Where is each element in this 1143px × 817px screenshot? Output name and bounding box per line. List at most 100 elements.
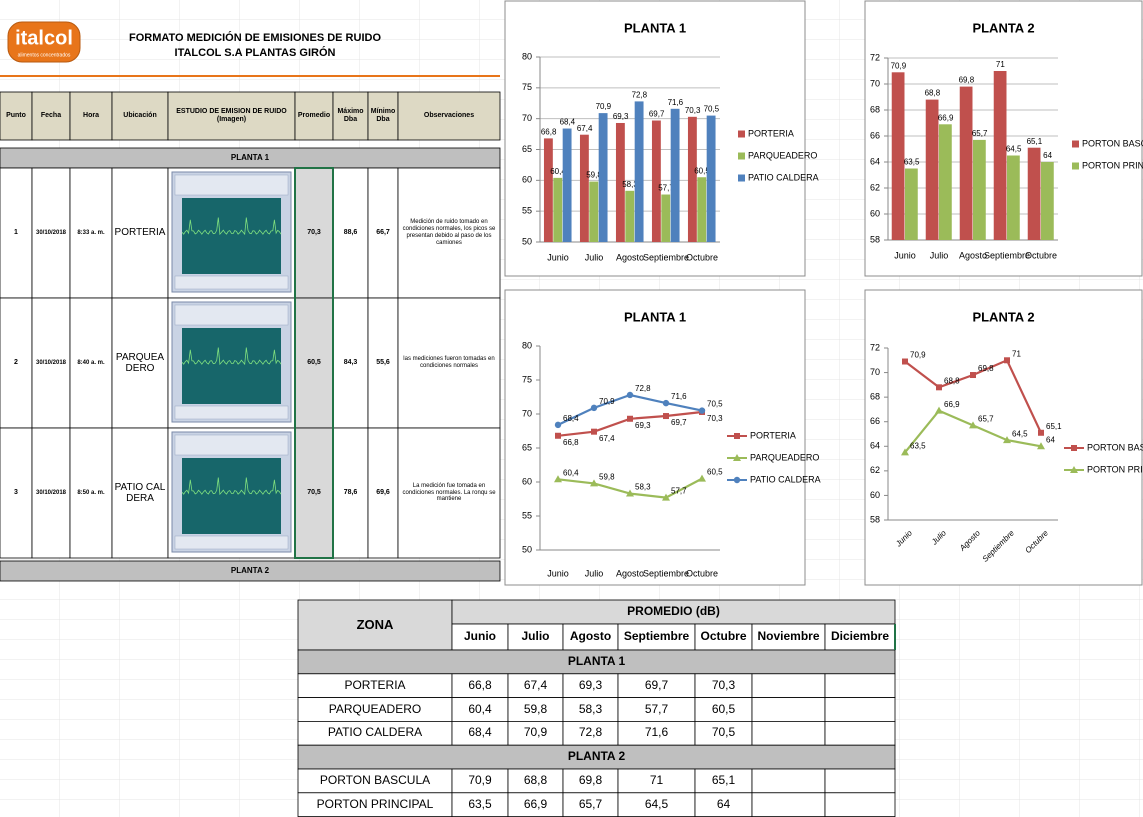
month-header-cell: Diciembre <box>830 629 890 644</box>
group-header: PROMEDIO (dB) <box>627 604 720 619</box>
average-value: 69,3 <box>578 677 603 692</box>
marker <box>662 493 670 501</box>
row-observaciones: La medición fue tomada en condiciones no… <box>402 482 496 503</box>
cell-border <box>69 91 113 141</box>
month-header: Noviembre <box>757 629 820 644</box>
average-value: 70,9 <box>468 773 492 787</box>
column-header-cell: Máximo Dba <box>337 108 363 123</box>
column-header-cell: Ubicación <box>123 111 157 119</box>
section-title: PLANTA 1 <box>230 153 270 163</box>
cell-border <box>507 623 564 651</box>
row-maximo-cell: 78,6 <box>344 489 358 496</box>
average-value: 64,5 <box>644 796 669 811</box>
average-value: 65,1 <box>711 773 736 787</box>
average-value: 71 <box>649 773 664 787</box>
chart-title: PLANTA 1 <box>624 309 686 324</box>
marker <box>734 433 740 439</box>
row-fecha-cell: 30/10/2018 <box>36 230 66 236</box>
legend-label: PORTON PRINCIPA <box>1082 160 1143 170</box>
bar <box>925 99 939 240</box>
cell-border <box>451 599 896 625</box>
row-minimo: 66,7 <box>376 228 390 236</box>
data-label: 71 <box>996 60 1005 69</box>
y-tick-label: 64 <box>870 441 880 451</box>
marker <box>590 479 598 487</box>
section-title-cell: PLANTA 2 <box>568 749 625 763</box>
month-header: Junio <box>464 629 496 644</box>
thumbnail-plot <box>182 458 281 534</box>
row-minimo-cell: 66,7 <box>376 228 390 236</box>
month-header: Diciembre <box>830 629 890 644</box>
y-tick-label: 72 <box>870 342 880 352</box>
x-tick-label: Octubre <box>1025 250 1057 260</box>
bar <box>1027 147 1041 240</box>
month-header-cell: Agosto <box>570 629 611 643</box>
bar <box>891 72 905 240</box>
average-value: 71,6 <box>644 725 669 740</box>
average-value: 63,5 <box>468 796 492 811</box>
average-value: 68,8 <box>523 773 548 787</box>
month-header-cell: Noviembre <box>757 629 820 644</box>
data-label: 59,8 <box>586 171 602 180</box>
y-tick-label: 55 <box>522 510 532 520</box>
bar <box>553 177 563 242</box>
bar <box>634 101 644 243</box>
y-tick-label: 68 <box>870 392 880 402</box>
column-header-cell: Hora <box>83 112 99 119</box>
marker <box>627 415 633 422</box>
row-promedio: 70,5 <box>307 488 321 496</box>
row-fecha: 30/10/2018 <box>35 359 67 366</box>
row-hora-cell: 8:40 a. m. <box>77 360 104 366</box>
data-label: 67,4 <box>599 434 615 443</box>
marker <box>733 454 741 461</box>
row-punto-cell: 3 <box>14 489 18 496</box>
thumbnail-footer <box>174 275 289 290</box>
thumbnail-plot <box>182 198 281 274</box>
data-label: 68,8 <box>925 89 941 98</box>
cell-border <box>367 427 399 559</box>
row-promedio-cell: 70,5 <box>307 488 321 496</box>
average-value-cell: 66,8 <box>468 678 491 692</box>
average-value: 65,7 <box>578 796 603 811</box>
row-minimo: 55,6 <box>376 358 390 366</box>
average-value: 66,9 <box>523 796 548 811</box>
cell-border <box>617 623 696 651</box>
legend-label: PATIO CALDERA <box>750 474 821 484</box>
y-tick-label: 72 <box>870 52 880 62</box>
column-header: Observaciones <box>423 111 475 119</box>
thumbnail-footer <box>174 405 289 420</box>
y-tick-label: 50 <box>522 544 532 554</box>
row-ubicacion-cell: PORTERIA <box>114 227 166 239</box>
data-label: 70,9 <box>596 102 612 111</box>
average-value: 72,8 <box>578 725 603 740</box>
cell-border <box>367 297 399 429</box>
data-label: 69,8 <box>959 76 975 85</box>
chart-title: PLANTA 2 <box>972 20 1034 35</box>
y-tick-label: 60 <box>522 476 532 486</box>
row-maximo: 84,3 <box>343 358 358 366</box>
cell-border <box>31 427 71 559</box>
data-label: 66,8 <box>563 438 579 447</box>
legend-swatch <box>1072 162 1079 170</box>
average-value-cell: 71,6 <box>644 725 669 740</box>
marker <box>698 407 706 414</box>
chart-title: PLANTA 1 <box>624 20 686 35</box>
y-tick-label: 55 <box>522 206 532 216</box>
column-header: Ubicación <box>123 111 157 119</box>
y-tick-label: 58 <box>870 514 880 524</box>
marker <box>1070 466 1078 473</box>
average-value-cell: 65,7 <box>578 796 603 811</box>
thumbnail-footer <box>174 535 289 550</box>
marker <box>626 489 634 497</box>
row-observaciones-cell: Medición de ruido tomado en condiciones … <box>403 219 496 246</box>
section-title-cell: PLANTA 1 <box>230 153 270 163</box>
row-ubicacion: PORTERIA <box>114 227 166 239</box>
bar <box>959 86 973 240</box>
cell-border <box>294 91 334 141</box>
data-label: 67,4 <box>577 124 593 133</box>
y-tick-label: 62 <box>870 465 880 475</box>
form-subtitle: ITALCOL S.A PLANTAS GIRÓN <box>175 46 336 59</box>
bar <box>973 139 986 240</box>
x-tick-label: Septiembre <box>984 250 1030 260</box>
legend-label: PORTON PRINCIPA <box>1087 464 1143 474</box>
